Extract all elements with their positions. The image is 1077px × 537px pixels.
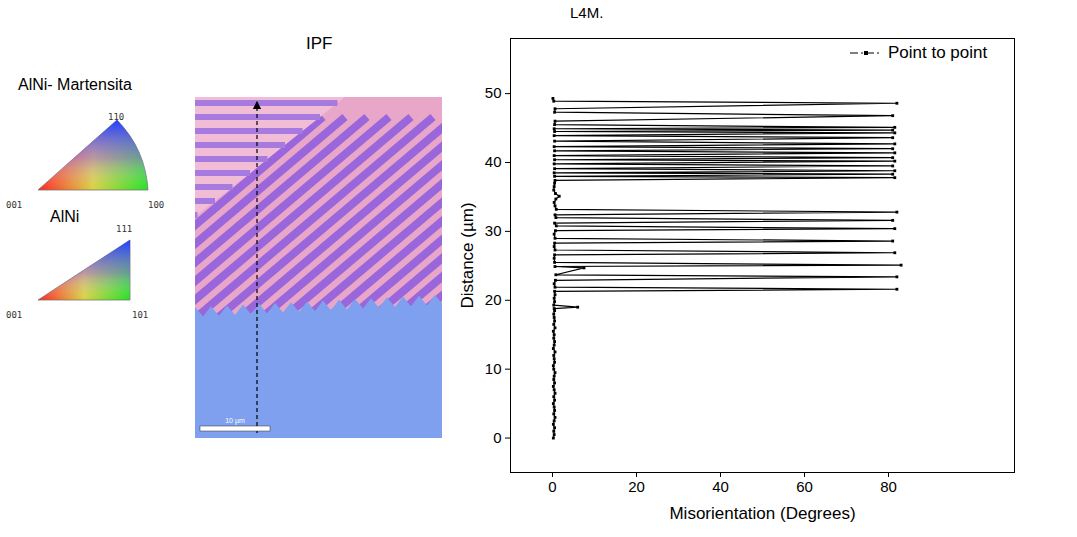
- html-text:Point to point: Point to point: [888, 43, 988, 62]
- html-text:IPF: IPF: [306, 34, 333, 53]
- svg-text:60: 60: [796, 478, 813, 495]
- svg-text:101: 101: [132, 310, 148, 320]
- svg-text:30: 30: [485, 222, 502, 239]
- svg-text:001: 001: [6, 310, 22, 320]
- svg-text:100: 100: [148, 200, 164, 210]
- svg-text:50: 50: [485, 84, 502, 101]
- svg-text:001: 001: [6, 200, 22, 210]
- svg-text:111: 111: [116, 224, 132, 234]
- svg-text:40: 40: [485, 153, 502, 170]
- html-text:L4M.: L4M.: [570, 4, 604, 21]
- html-text:AlNi: AlNi: [50, 208, 80, 225]
- svg-text:0: 0: [548, 478, 556, 495]
- svg-text:0: 0: [493, 429, 501, 446]
- svg-text:Misorientation (Degrees): Misorientation (Degrees): [669, 504, 855, 523]
- svg-text:Distance (µm): Distance (µm): [458, 202, 477, 308]
- svg-text:40: 40: [712, 478, 729, 495]
- svg-text:20: 20: [485, 291, 502, 308]
- svg-text:10 µm: 10 µm: [225, 417, 245, 425]
- svg-text:20: 20: [628, 478, 645, 495]
- html-text:AlNi- Martensita: AlNi- Martensita: [18, 76, 132, 93]
- svg-text:110: 110: [108, 112, 124, 122]
- svg-text:80: 80: [880, 478, 897, 495]
- svg-text:10: 10: [485, 360, 502, 377]
